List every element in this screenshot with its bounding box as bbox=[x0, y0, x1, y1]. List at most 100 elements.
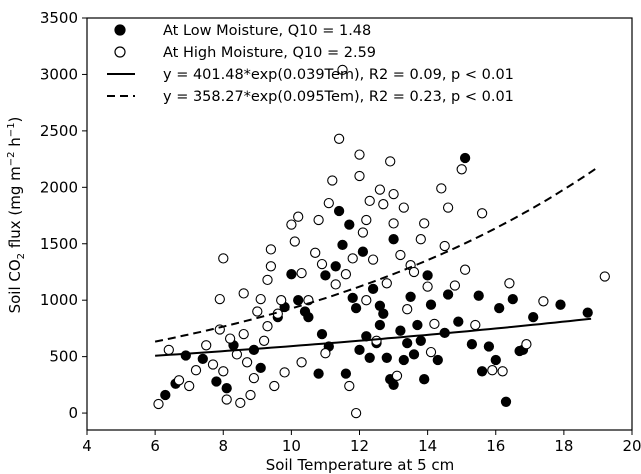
x-tick-label: 18 bbox=[554, 437, 573, 455]
low-moisture-point bbox=[364, 352, 375, 363]
low-moisture-point bbox=[221, 383, 232, 394]
low-moisture-point bbox=[350, 302, 362, 314]
high-moisture-point bbox=[296, 357, 307, 368]
high-moisture-point bbox=[350, 407, 362, 419]
x-tick-label: 14 bbox=[418, 437, 437, 455]
high-moisture-point bbox=[354, 149, 365, 160]
low-moisture-point bbox=[528, 311, 539, 323]
high-moisture-point bbox=[207, 359, 219, 370]
low-moisture-point bbox=[402, 337, 413, 349]
high-moisture-point bbox=[276, 295, 287, 306]
high-moisture-point bbox=[190, 365, 202, 376]
high-moisture-point bbox=[476, 208, 488, 219]
high-moisture-point bbox=[258, 335, 270, 346]
low-moisture-point bbox=[453, 316, 464, 327]
low-moisture-point bbox=[337, 239, 348, 251]
low-moisture-point bbox=[476, 366, 488, 377]
legend-low-moisture-marker bbox=[114, 24, 126, 36]
high-moisture-point bbox=[436, 183, 447, 194]
high-moisture-point bbox=[497, 366, 508, 377]
high-moisture-point bbox=[361, 295, 372, 306]
high-moisture-point bbox=[221, 394, 232, 405]
high-moisture-point bbox=[538, 296, 549, 307]
high-moisture-point bbox=[265, 261, 277, 272]
high-moisture-point bbox=[442, 202, 454, 213]
high-moisture-point bbox=[333, 133, 345, 144]
low-moisture-point bbox=[442, 289, 454, 300]
axes: 4 6 8 10 12 14 16 18 20 0 500 1000 1500 2000 2500 3000 3… bbox=[40, 9, 641, 455]
high-moisture-point bbox=[173, 375, 185, 386]
high-moisture-point bbox=[381, 278, 392, 289]
y-tick-label: 1000 bbox=[40, 291, 78, 309]
high-moisture-point bbox=[337, 64, 348, 76]
high-moisture-point bbox=[388, 218, 399, 229]
low-moisture-point bbox=[398, 354, 409, 366]
high-moisture-point bbox=[330, 279, 341, 290]
high-moisture-point bbox=[371, 335, 382, 346]
plot-area bbox=[153, 64, 610, 419]
y-axis-title-sup1: −2 bbox=[6, 151, 17, 166]
high-moisture-point bbox=[293, 211, 304, 222]
low-moisture-point bbox=[388, 234, 399, 245]
low-moisture-point bbox=[374, 319, 386, 331]
high-moisture-point bbox=[320, 348, 331, 359]
high-moisture-point bbox=[238, 288, 249, 299]
low-moisture-point bbox=[395, 325, 406, 336]
high-moisture-point bbox=[255, 293, 266, 305]
high-moisture-point bbox=[415, 234, 426, 245]
low-moisture-point bbox=[483, 341, 495, 352]
x-tick-label: 20 bbox=[622, 437, 641, 455]
high-moisture-point bbox=[425, 346, 437, 358]
high-moisture-point bbox=[218, 253, 229, 264]
high-moisture-point bbox=[378, 199, 389, 210]
y-axis-title-main: Soil CO bbox=[6, 259, 24, 313]
low-moisture-point bbox=[422, 270, 433, 281]
high-moisture-point bbox=[487, 365, 498, 376]
low-moisture-point bbox=[432, 354, 443, 366]
high-moisture-point bbox=[279, 367, 290, 378]
high-moisture-point bbox=[408, 266, 420, 278]
high-moisture-point bbox=[245, 389, 256, 401]
low-moisture-point bbox=[293, 295, 304, 306]
y-axis-title: Soil CO2 flux (mg m−2 h−1) bbox=[6, 117, 27, 314]
high-moisture-point bbox=[201, 340, 212, 351]
high-moisture-point bbox=[296, 267, 307, 279]
low-moisture-point bbox=[582, 307, 593, 318]
high-moisture-point bbox=[385, 156, 396, 167]
high-moisture-point bbox=[456, 164, 467, 175]
low-moisture-point bbox=[333, 205, 345, 217]
low-moisture-point bbox=[405, 291, 416, 302]
high-moisture-point bbox=[354, 170, 365, 182]
legend-label: At High Moisture, Q10 = 2.59 bbox=[163, 45, 376, 61]
legend: At Low Moisture, Q10 = 1.48 At High Moist… bbox=[107, 23, 514, 105]
low-moisture-point bbox=[425, 299, 437, 310]
y-axis-title-sup2: −1 bbox=[6, 122, 17, 137]
low-moisture-point bbox=[412, 319, 423, 331]
low-moisture-point bbox=[367, 283, 379, 295]
low-moisture-point bbox=[381, 352, 392, 363]
low-moisture-point bbox=[255, 362, 266, 374]
low-moisture-point bbox=[466, 339, 478, 350]
high-moisture-point bbox=[357, 227, 369, 238]
high-moisture-point bbox=[184, 380, 195, 392]
low-moisture-point bbox=[500, 396, 512, 407]
high-moisture-point bbox=[224, 333, 236, 344]
x-tick-label: 10 bbox=[282, 437, 301, 455]
legend-high-moisture-marker bbox=[114, 46, 126, 58]
high-moisture-point bbox=[364, 195, 375, 207]
high-moisture-point bbox=[429, 318, 440, 330]
high-moisture-point bbox=[459, 264, 471, 275]
high-moisture-point bbox=[310, 247, 321, 258]
x-tick-label: 16 bbox=[486, 437, 505, 455]
high-moisture-point bbox=[422, 281, 433, 292]
low-moisture-point bbox=[419, 374, 430, 385]
low-moisture-point bbox=[197, 353, 208, 365]
high-moisture-point bbox=[327, 175, 338, 186]
high-moisture-point bbox=[361, 214, 372, 226]
high-moisture-fit-line bbox=[154, 166, 599, 343]
high-moisture-point bbox=[289, 236, 300, 247]
low-moisture-point bbox=[211, 376, 222, 387]
high-moisture-point bbox=[347, 253, 358, 264]
high-moisture-point bbox=[262, 274, 273, 286]
y-tick-label: 3500 bbox=[40, 9, 78, 27]
